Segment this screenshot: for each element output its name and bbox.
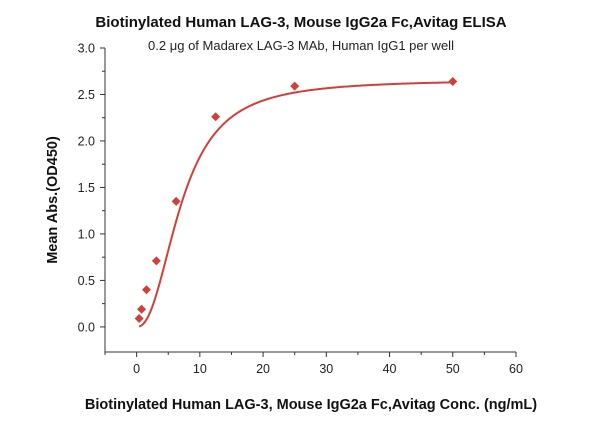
- axes: [104, 48, 516, 353]
- y-ticks: 0.0 0.5 1.0 1.5 2.0 2.5 3.0: [78, 42, 105, 334]
- x-tick-label: 30: [319, 362, 333, 376]
- x-tick-label: 20: [256, 362, 270, 376]
- data-point: [141, 285, 151, 295]
- data-point: [151, 256, 161, 266]
- data-point: [211, 112, 221, 122]
- y-tick-label: 0.0: [78, 320, 95, 334]
- x-axis-label: Biotinylated Human LAG-3, Mouse IgG2a Fc…: [85, 397, 537, 413]
- data-point: [137, 304, 147, 314]
- y-tick-label: 1.5: [78, 181, 95, 195]
- y-axis-label: Mean Abs.(OD450): [45, 136, 61, 264]
- y-tick-label: 1.0: [78, 227, 95, 241]
- x-tick-label: 40: [383, 362, 397, 376]
- y-tick-label: 3.0: [78, 42, 95, 56]
- plot-area: [134, 76, 458, 328]
- x-tick-label: 50: [446, 362, 460, 376]
- fit-curve: [138, 81, 453, 328]
- x-tick-label: 0: [133, 362, 140, 376]
- data-point: [448, 76, 458, 86]
- y-tick-label: 2.0: [78, 134, 95, 148]
- data-point: [171, 196, 181, 206]
- chart-subtitle: 0.2 μg of Madarex LAG-3 MAb, Human IgG1 …: [148, 38, 454, 53]
- x-ticks: 0 10 20 30 40 50 60: [104, 352, 523, 376]
- chart-title: Biotinylated Human LAG-3, Mouse IgG2a Fc…: [95, 14, 506, 31]
- data-point: [290, 81, 300, 91]
- x-tick-label: 60: [509, 362, 523, 376]
- data-point: [134, 314, 144, 324]
- y-tick-label: 2.5: [78, 88, 95, 102]
- x-tick-label: 10: [193, 362, 207, 376]
- y-tick-label: 0.5: [78, 274, 95, 288]
